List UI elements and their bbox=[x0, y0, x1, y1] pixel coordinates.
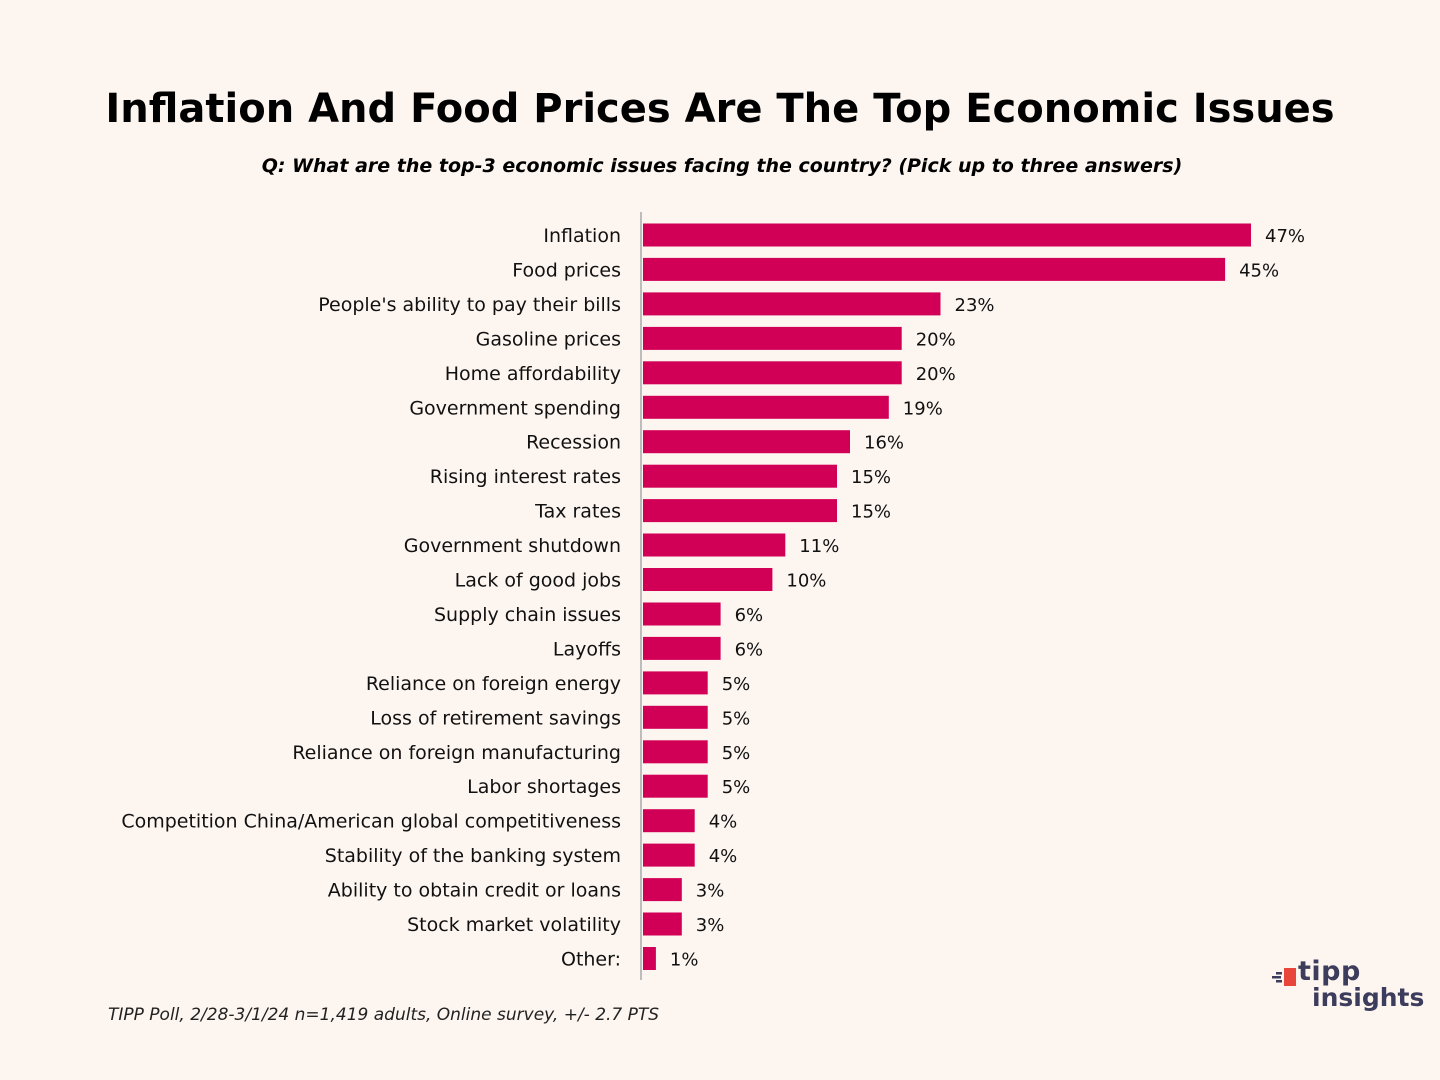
value-label: 47% bbox=[1265, 226, 1305, 247]
logo-text-insights: insights bbox=[1312, 983, 1425, 1012]
value-label: 4% bbox=[709, 846, 738, 867]
category-label: Tax rates bbox=[534, 501, 621, 523]
value-label: 11% bbox=[799, 536, 839, 557]
category-label: Reliance on foreign manufacturing bbox=[292, 742, 621, 764]
category-label: Gasoline prices bbox=[476, 328, 621, 350]
bar-9 bbox=[643, 533, 786, 557]
bar-21 bbox=[643, 947, 656, 970]
bar-14 bbox=[643, 705, 708, 729]
bar-16 bbox=[643, 774, 708, 798]
bar-10 bbox=[643, 568, 773, 591]
bar-12 bbox=[643, 636, 721, 660]
category-label: Other: bbox=[561, 949, 621, 971]
value-label: 5% bbox=[722, 743, 751, 764]
value-label: 45% bbox=[1239, 260, 1279, 281]
category-label: Food prices bbox=[512, 259, 621, 281]
value-label: 5% bbox=[722, 708, 751, 729]
bar-4 bbox=[643, 361, 902, 385]
bar-19 bbox=[643, 878, 682, 902]
category-label: People's ability to pay their bills bbox=[318, 294, 621, 316]
value-label: 3% bbox=[696, 915, 725, 936]
bar-20 bbox=[643, 912, 682, 936]
bar-7 bbox=[643, 464, 837, 488]
category-label: Rising interest rates bbox=[430, 466, 621, 488]
logo-text-tipp: tipp bbox=[1298, 956, 1361, 987]
category-label: Government spending bbox=[409, 397, 621, 419]
category-label: Stock market volatility bbox=[407, 914, 621, 936]
bar-8 bbox=[643, 499, 837, 523]
category-label: Loss of retirement savings bbox=[370, 707, 621, 729]
tipp-insights-logo: tipp insights bbox=[1268, 956, 1428, 1018]
category-label: Stability of the banking system bbox=[325, 845, 621, 867]
category-label: Recession bbox=[526, 432, 621, 454]
category-labels-group: Inflation Food prices People's ability to … bbox=[121, 225, 621, 971]
category-label: Home affordability bbox=[445, 363, 621, 385]
bar-15 bbox=[643, 740, 708, 764]
value-labels-group: 47% 45% 23% 20% 20% 19% 16% 15% 15% 11% 10% 6% 6% 5% 5… bbox=[670, 226, 1305, 971]
value-label: 16% bbox=[864, 433, 904, 454]
value-label: 19% bbox=[903, 398, 943, 419]
value-label: 6% bbox=[735, 639, 764, 660]
bar-6 bbox=[643, 430, 850, 454]
bar-13 bbox=[643, 671, 708, 695]
chart-title: Inflation And Food Prices Are The Top Ec… bbox=[105, 86, 1335, 132]
value-label: 15% bbox=[851, 467, 891, 488]
source-footnote: TIPP Poll, 2/28-3/1/24 n=1,419 adults, O… bbox=[108, 1005, 660, 1025]
bar-18 bbox=[643, 843, 695, 867]
value-label: 20% bbox=[916, 329, 956, 350]
value-label: 3% bbox=[696, 881, 725, 902]
category-label: Labor shortages bbox=[467, 776, 621, 798]
category-label: Lack of good jobs bbox=[455, 570, 621, 592]
value-label: 15% bbox=[851, 502, 891, 523]
value-label: 20% bbox=[916, 364, 956, 385]
bar-11 bbox=[643, 602, 721, 626]
category-label: Reliance on foreign energy bbox=[366, 673, 621, 695]
category-label: Supply chain issues bbox=[434, 604, 621, 626]
category-label: Ability to obtain credit or loans bbox=[328, 880, 621, 902]
value-label: 4% bbox=[709, 812, 738, 833]
value-label: 6% bbox=[735, 605, 764, 626]
bar-chart: Inflation Food prices People's ability to … bbox=[121, 212, 1305, 980]
chart-subtitle: Q: What are the top-3 economic issues fa… bbox=[261, 155, 1183, 177]
bar-3 bbox=[643, 326, 902, 350]
bar-17 bbox=[643, 809, 695, 833]
category-label: Layoffs bbox=[553, 638, 621, 660]
bars-group bbox=[643, 223, 1251, 970]
category-label: Competition China/American global compet… bbox=[121, 811, 621, 833]
value-label: 5% bbox=[722, 777, 751, 798]
bar-5 bbox=[643, 395, 889, 419]
category-label: Inflation bbox=[543, 225, 621, 247]
value-label: 5% bbox=[722, 674, 751, 695]
bar-0 bbox=[643, 223, 1251, 247]
value-label: 1% bbox=[670, 950, 699, 971]
category-label: Government shutdown bbox=[404, 535, 621, 557]
bar-1 bbox=[643, 257, 1226, 281]
value-label: 23% bbox=[955, 295, 995, 316]
bar-2 bbox=[643, 292, 941, 316]
logo-speed-lines-icon bbox=[1272, 968, 1296, 986]
value-label: 10% bbox=[786, 571, 826, 592]
